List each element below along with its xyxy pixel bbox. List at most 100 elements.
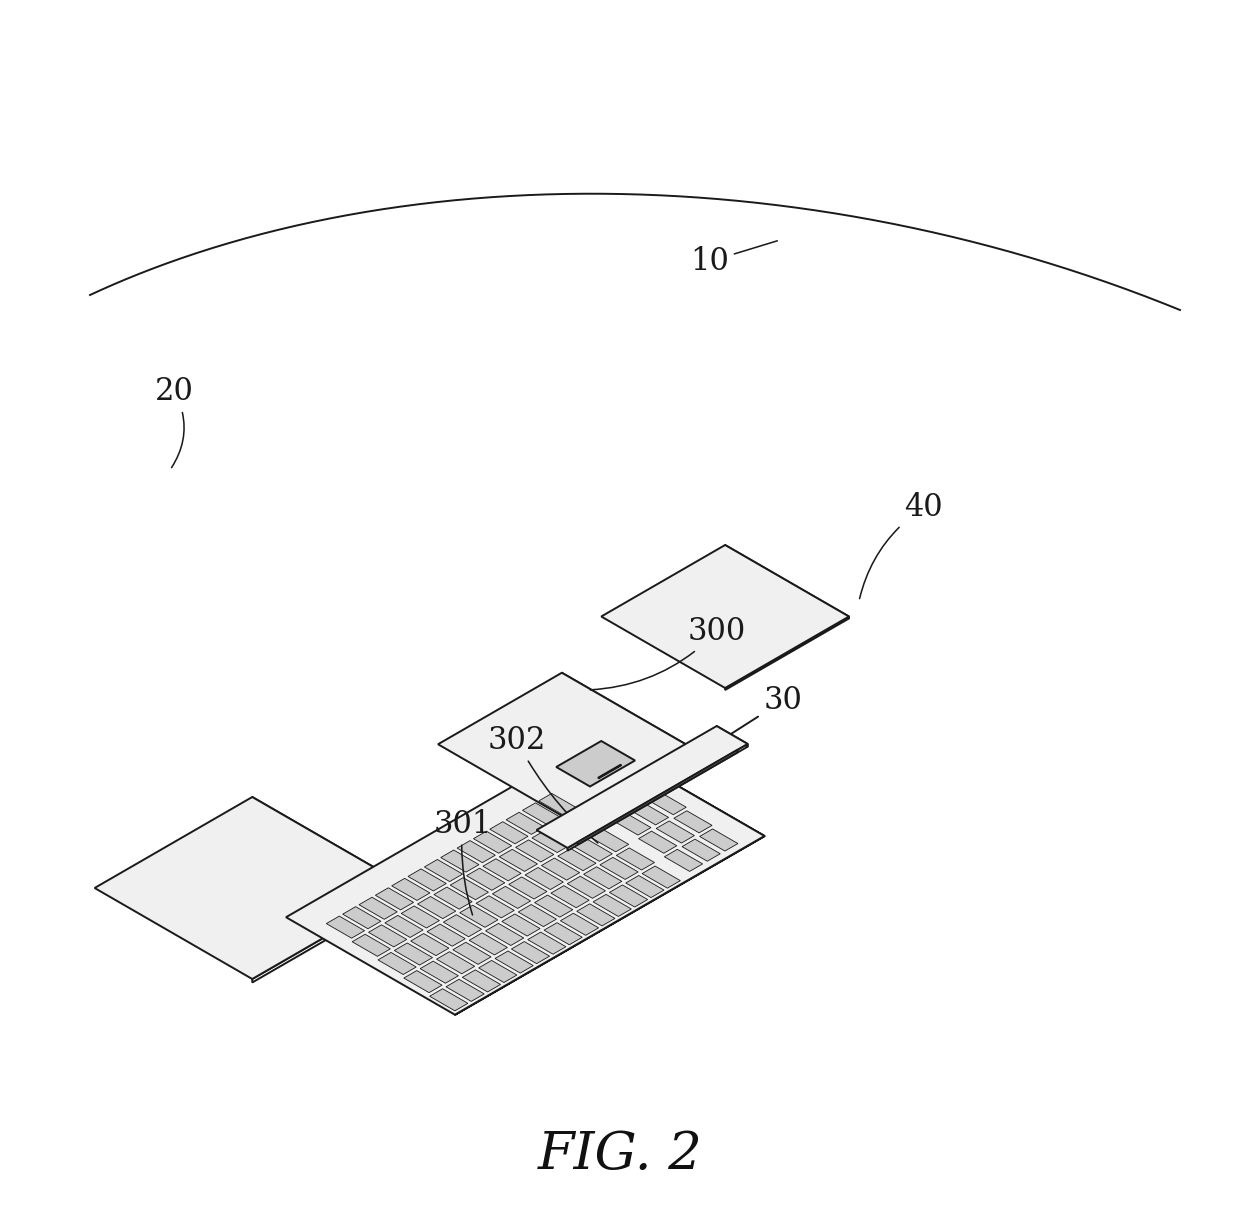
Polygon shape: [440, 851, 479, 872]
Polygon shape: [725, 544, 849, 618]
Polygon shape: [418, 897, 456, 918]
Polygon shape: [600, 858, 639, 880]
Polygon shape: [376, 888, 414, 910]
Polygon shape: [420, 961, 459, 984]
Text: 40: 40: [859, 492, 942, 599]
Polygon shape: [564, 812, 603, 834]
Polygon shape: [516, 840, 554, 862]
Polygon shape: [482, 859, 521, 881]
Polygon shape: [601, 544, 849, 688]
Polygon shape: [495, 951, 533, 973]
Polygon shape: [392, 878, 430, 900]
Polygon shape: [568, 744, 748, 851]
Polygon shape: [378, 952, 417, 974]
Polygon shape: [352, 934, 391, 956]
Polygon shape: [463, 970, 501, 992]
Polygon shape: [590, 830, 629, 852]
Polygon shape: [500, 849, 537, 871]
Polygon shape: [368, 924, 407, 947]
Polygon shape: [492, 887, 531, 909]
Polygon shape: [548, 822, 587, 843]
Polygon shape: [410, 934, 449, 956]
Polygon shape: [557, 741, 635, 786]
Polygon shape: [476, 895, 515, 918]
Polygon shape: [551, 886, 589, 908]
Polygon shape: [427, 924, 465, 946]
Polygon shape: [486, 923, 523, 945]
Polygon shape: [613, 813, 651, 835]
Polygon shape: [609, 885, 647, 908]
Polygon shape: [424, 859, 463, 882]
Polygon shape: [342, 906, 381, 929]
Polygon shape: [539, 794, 577, 816]
Polygon shape: [438, 673, 703, 825]
Text: 302: 302: [487, 725, 598, 843]
Polygon shape: [639, 831, 677, 853]
Polygon shape: [542, 858, 579, 880]
Polygon shape: [579, 754, 703, 826]
Polygon shape: [429, 989, 467, 1010]
Polygon shape: [252, 888, 410, 983]
Polygon shape: [562, 673, 703, 755]
Text: 300: 300: [590, 616, 745, 690]
Polygon shape: [532, 830, 570, 853]
Polygon shape: [537, 726, 748, 848]
Polygon shape: [490, 822, 528, 843]
Polygon shape: [455, 836, 765, 1015]
Text: 10: 10: [689, 241, 777, 277]
Polygon shape: [534, 895, 573, 917]
Polygon shape: [630, 802, 668, 825]
Polygon shape: [458, 841, 495, 863]
Polygon shape: [286, 738, 765, 1015]
Polygon shape: [626, 876, 663, 898]
Polygon shape: [642, 866, 681, 888]
Text: 20: 20: [155, 376, 193, 468]
Text: 301: 301: [433, 808, 492, 915]
Polygon shape: [544, 923, 583, 945]
Polygon shape: [518, 905, 557, 927]
Polygon shape: [595, 774, 668, 817]
Polygon shape: [252, 797, 410, 892]
Polygon shape: [402, 906, 439, 928]
Polygon shape: [717, 726, 748, 747]
Polygon shape: [384, 916, 423, 938]
Polygon shape: [649, 793, 686, 814]
Polygon shape: [94, 797, 410, 979]
Polygon shape: [506, 812, 544, 835]
Polygon shape: [578, 750, 738, 845]
Polygon shape: [326, 916, 365, 938]
Polygon shape: [511, 941, 549, 963]
Polygon shape: [560, 914, 599, 935]
Polygon shape: [450, 877, 489, 900]
Polygon shape: [567, 876, 605, 898]
Polygon shape: [584, 866, 621, 889]
Polygon shape: [665, 849, 703, 871]
Polygon shape: [699, 829, 738, 851]
Polygon shape: [460, 905, 498, 927]
Polygon shape: [474, 831, 512, 853]
Polygon shape: [595, 738, 765, 836]
Polygon shape: [469, 933, 507, 955]
Polygon shape: [508, 877, 547, 899]
Polygon shape: [479, 961, 517, 983]
Polygon shape: [446, 979, 484, 1002]
Polygon shape: [656, 820, 694, 843]
Polygon shape: [673, 811, 712, 832]
Polygon shape: [525, 868, 563, 889]
Polygon shape: [593, 894, 631, 916]
Polygon shape: [558, 848, 596, 871]
Polygon shape: [453, 943, 491, 964]
Polygon shape: [502, 914, 541, 937]
Polygon shape: [436, 952, 475, 974]
Polygon shape: [528, 932, 565, 955]
Polygon shape: [408, 869, 446, 891]
Polygon shape: [444, 915, 481, 937]
Text: 30: 30: [687, 685, 802, 762]
Polygon shape: [360, 898, 397, 920]
Polygon shape: [599, 765, 621, 778]
Text: FIG. 2: FIG. 2: [538, 1129, 702, 1181]
Polygon shape: [522, 803, 560, 825]
Polygon shape: [605, 784, 642, 807]
Polygon shape: [587, 795, 625, 817]
Polygon shape: [682, 840, 720, 862]
